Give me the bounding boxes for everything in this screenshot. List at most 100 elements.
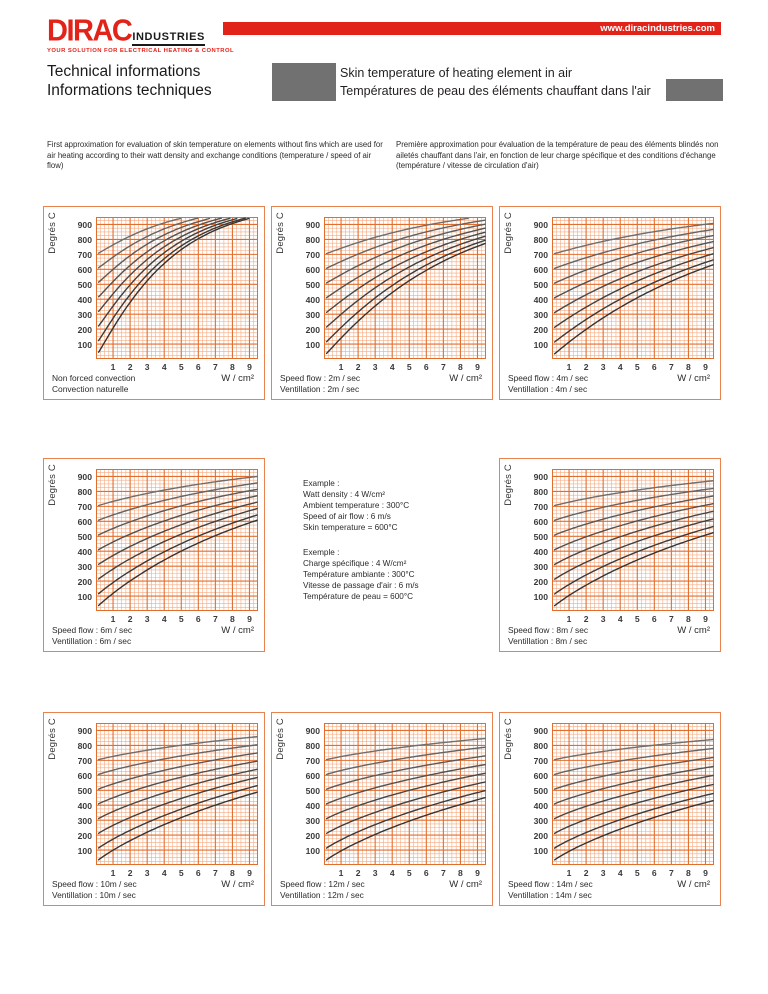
curve-ambient-200 [553,783,714,835]
y-tick-label: 900 [533,219,548,230]
curve-ambient-700 [325,217,469,255]
chart-caption-line1: Speed flow : 10m / sec [52,879,137,889]
x-tick-label: 2 [583,362,589,372]
chart-plot-12m [324,723,486,865]
y-tick-label: 400 [305,294,320,305]
y-axis-title: Degrés C [503,464,514,506]
x-tick-label: 6 [651,362,657,372]
y-tick-label: 400 [533,294,548,305]
website-link[interactable]: www.diracindustries.com [600,23,715,34]
curve-ambient-200 [325,781,486,835]
x-axis-unit: W / cm² [449,879,482,890]
x-tick-label: 2 [355,362,361,372]
example-line: Vitesse de passage d'air : 6 m/s [303,581,419,590]
curve-ambient-100 [553,259,714,343]
y-tick-label: 400 [533,546,548,557]
y-tick-label: 600 [533,770,548,781]
y-tick-label: 700 [77,249,92,260]
x-tick-label: 8 [230,868,235,878]
y-tick-label: 200 [77,324,92,335]
x-tick-label: 9 [703,868,708,878]
chart-card-6m: Degrés C 900 800 700 600 500 400 300 200 100 1 2 3 4 5… [43,458,265,652]
curve-ambient-300 [325,772,486,820]
x-tick-label: 9 [247,614,252,624]
x-tick-label: 4 [617,614,623,624]
curve-ambient-600 [97,744,258,775]
logo-tagline: YOUR SOLUTION FOR ELECTRICAL HEATING & C… [47,48,235,54]
x-axis-unit: W / cm² [677,625,710,636]
y-tick-label: 300 [305,815,320,826]
page-title-en: Technical informations [47,63,201,80]
curve-ambient-400 [553,240,714,299]
curve-ambient-200 [325,235,486,328]
x-tick-label: 9 [703,614,708,624]
y-tick-label: 600 [305,770,320,781]
y-tick-label: 800 [77,486,92,497]
x-tick-label: 4 [617,362,623,372]
x-tick-label: 8 [686,614,691,624]
x-tick-label: 9 [247,868,252,878]
curve-ambient-500 [553,234,714,284]
y-tick-label: 500 [305,785,320,796]
curve-ambient-300 [97,501,258,566]
chart-card-4m: Degrés C 900 800 700 600 500 400 300 200 100 1 2 3 4 5… [499,206,721,400]
x-axis-unit: W / cm² [221,625,254,636]
logo-brand-text: DIRAC [47,14,133,48]
y-tick-label: 700 [533,501,548,512]
curve-ambient-600 [97,482,258,521]
x-tick-label: 4 [389,868,395,878]
y-tick-label: 200 [77,576,92,587]
x-tick-label: 7 [212,362,218,372]
x-tick-label: 9 [247,362,252,372]
chart-caption-line2: Ventillation : 10m / sec [52,890,136,900]
curve-ambient-600 [553,747,714,776]
y-tick-label: 600 [77,516,92,527]
y-tick-label: 900 [533,471,548,482]
section-title: Skin temperature of heating element in a… [340,64,651,100]
chart-card-natural: Degrés C 900 800 700 600 500 400 300 200 100 1 2 3 4 5… [43,206,265,400]
url-bar: www.diracindustries.com [223,22,721,35]
curve-ambient-400 [553,765,714,805]
y-tick-label: 900 [305,219,320,230]
curve-ambient-600 [553,228,714,270]
curve-ambient-200 [553,518,714,580]
x-tick-label: 8 [686,868,691,878]
y-tick-label: 600 [533,516,548,527]
x-tick-label: 3 [600,362,606,372]
y-tick-label: 600 [305,264,320,275]
curve-ambient-700 [553,480,714,507]
chart-card-2m: Degrés C 900 800 700 600 500 400 300 200 100 1 2 3 4 5… [271,206,493,400]
y-tick-label: 400 [305,800,320,811]
x-tick-label: 6 [195,614,201,624]
banner-right-block [666,79,723,101]
x-tick-label: 1 [566,362,572,372]
intro-paragraph-fr: Première approximation pour évaluation d… [396,140,719,170]
y-tick-label: 600 [77,264,92,275]
y-axis-title: Degrés C [47,464,58,506]
x-tick-label: 8 [458,868,463,878]
curve-ambient-400 [97,217,223,298]
y-tick-label: 100 [77,591,92,602]
y-tick-label: 300 [77,815,92,826]
x-tick-label: 6 [651,614,657,624]
y-tick-label: 800 [77,740,92,751]
chart-caption-line1: Speed flow : 8m / sec [508,625,589,635]
curve-ambient-400 [325,763,486,805]
x-tick-label: 1 [110,362,116,372]
y-axis-title: Degrés C [47,212,58,254]
x-tick-label: 6 [195,362,201,372]
curve-ambient-20 [553,799,714,861]
x-tick-label: 7 [440,362,446,372]
example-line: Speed of air flow : 6 m/s [303,512,391,521]
y-tick-label: 300 [533,815,548,826]
curve-ambient-300 [325,231,486,314]
curve-ambient-300 [97,217,231,313]
x-tick-label: 8 [458,362,463,372]
example-line: Charge spécifique : 4 W/cm² [303,559,407,568]
example-line: Température ambiante : 300°C [303,570,415,579]
curve-ambient-700 [325,737,486,761]
chart-plot-natural [96,217,258,359]
curve-ambient-500 [553,495,714,536]
y-tick-label: 500 [533,531,548,542]
y-tick-label: 700 [533,249,548,260]
